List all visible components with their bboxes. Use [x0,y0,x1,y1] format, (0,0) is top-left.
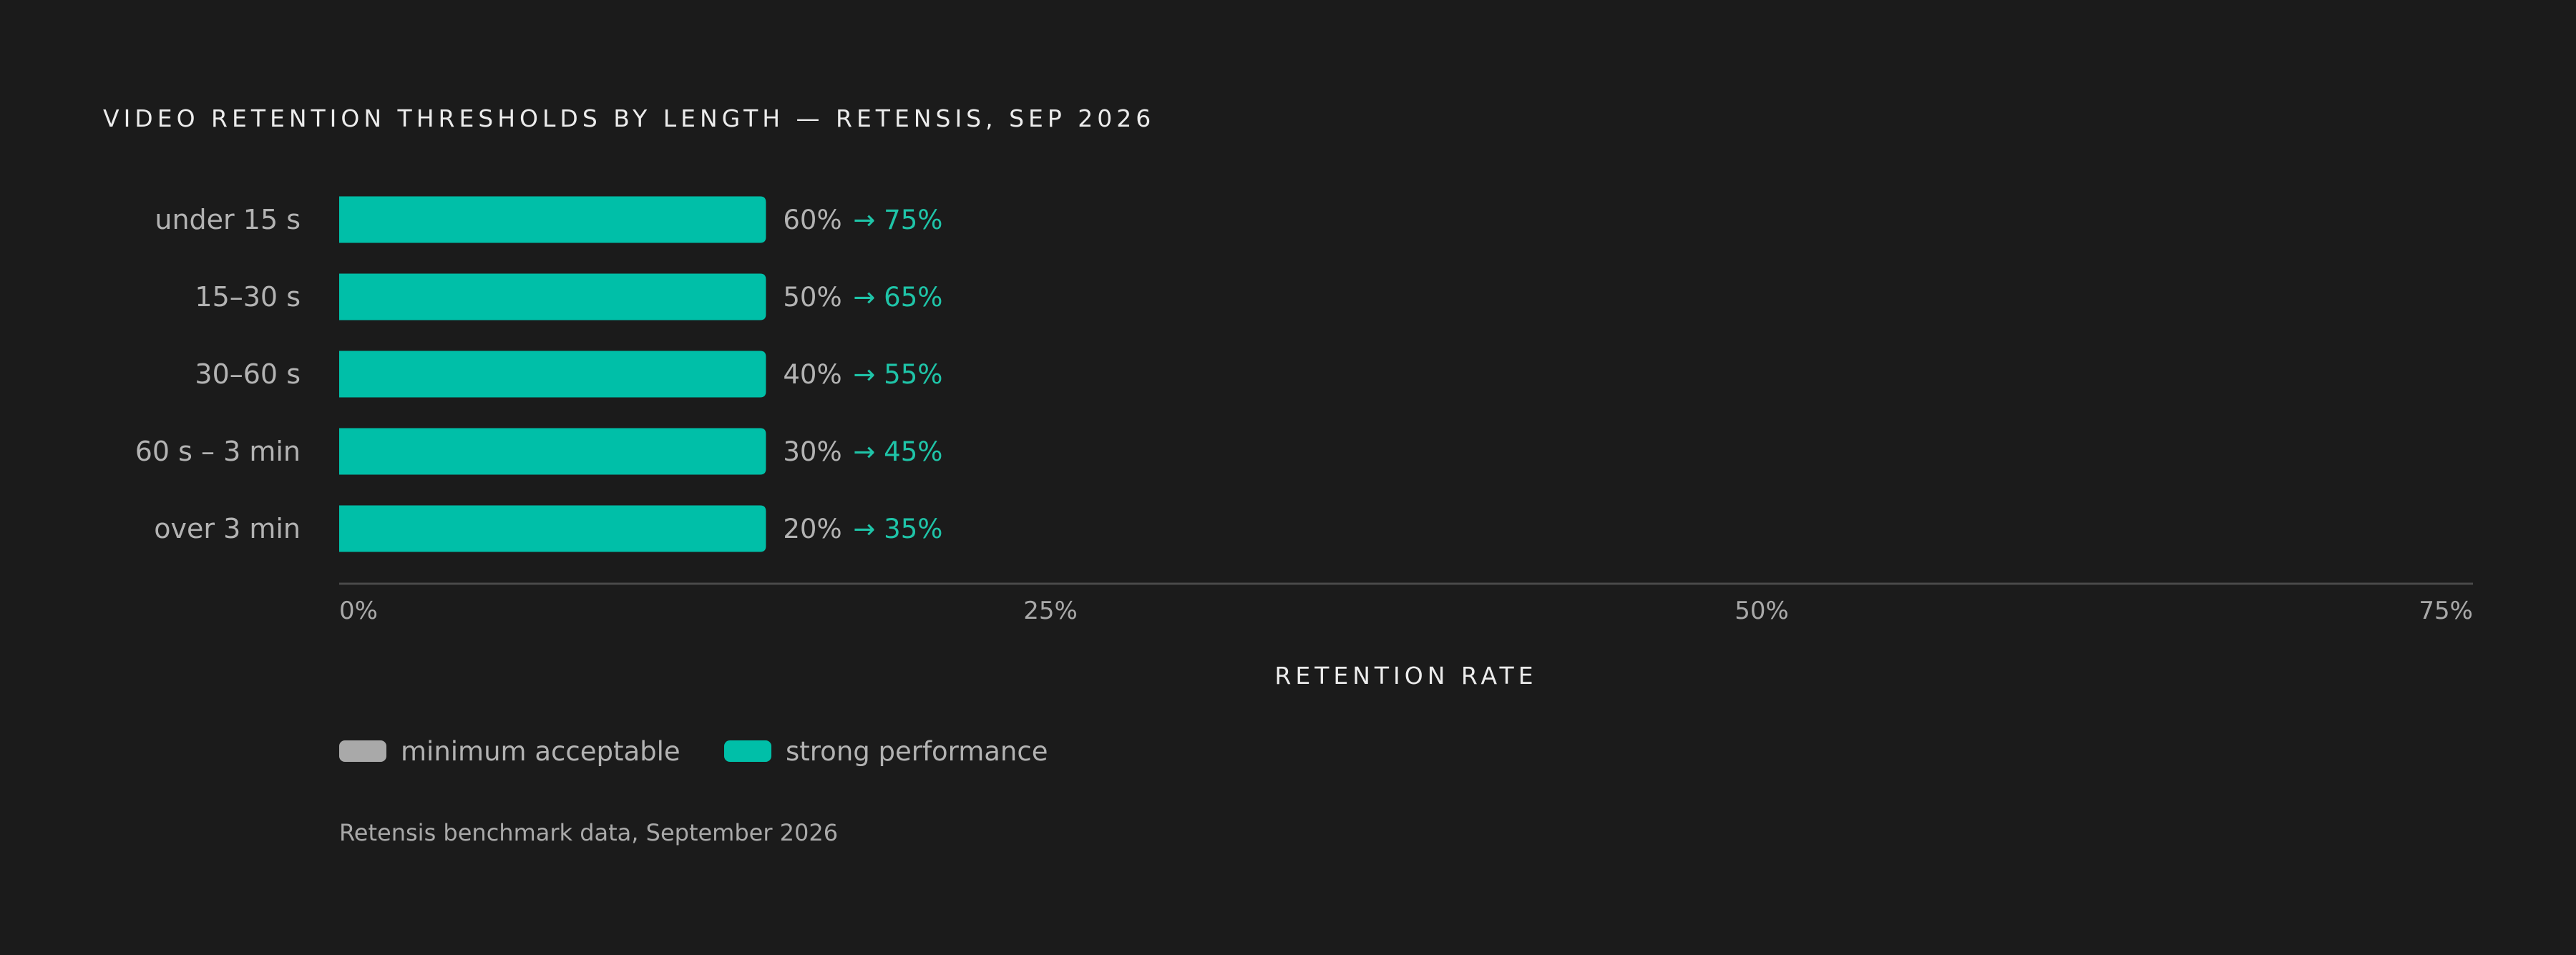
x-tick-label: 75% [2419,597,2473,625]
x-axis-title: RETENTION RATE [1274,662,1537,690]
bar-row: 15–30 s 50% → 65% [195,273,942,320]
category-label: 30–60 s [195,358,301,390]
x-tick-label: 50% [1735,597,1789,625]
x-axis-ticks: 0% 25% 50% 75% [339,597,2473,625]
value-label-minimum: 40% [783,359,841,390]
value-label-strong: → 35% [853,514,942,544]
bar-row: over 3 min 20% → 35% [154,505,942,552]
value-label-strong: → 65% [853,282,942,313]
value-label-minimum: 20% [783,514,841,544]
legend: minimum acceptable strong performance [339,736,1048,767]
value-label-strong: → 75% [853,205,942,235]
legend-item: strong performance [724,736,1048,767]
bar-row: 60 s – 3 min 30% → 45% [135,428,942,475]
value-label-minimum: 60% [783,205,841,235]
value-label-minimum: 30% [783,436,841,467]
x-tick-label: 25% [1023,597,1078,625]
legend-label: minimum acceptable [401,736,680,767]
chart-title: VIDEO RETENTION THRESHOLDS BY LENGTH — R… [103,104,1155,132]
legend-item: minimum acceptable [339,736,680,767]
bar [339,273,766,320]
bar-row: 30–60 s 40% → 55% [195,351,942,398]
category-label: 15–30 s [195,281,301,313]
legend-swatch [724,740,771,762]
x-tick-label: 0% [339,597,378,625]
legend-swatch [339,740,386,762]
source-note: Retensis benchmark data, September 2026 [339,819,838,846]
bar [339,505,766,552]
bar [339,196,766,243]
bar-row: under 15 s 60% → 75% [155,196,942,243]
bar [339,428,766,475]
value-label-strong: → 55% [853,359,942,390]
category-label: over 3 min [154,513,301,544]
value-label-strong: → 45% [853,436,942,467]
bars-layer: under 15 s 60% → 75% 15–30 s 50% → 65% 30–60 s… [135,196,942,552]
category-label: under 15 s [155,204,301,235]
legend-label: strong performance [786,736,1048,767]
category-label: 60 s – 3 min [135,436,301,467]
value-label-minimum: 50% [783,282,841,313]
bar [339,351,766,398]
